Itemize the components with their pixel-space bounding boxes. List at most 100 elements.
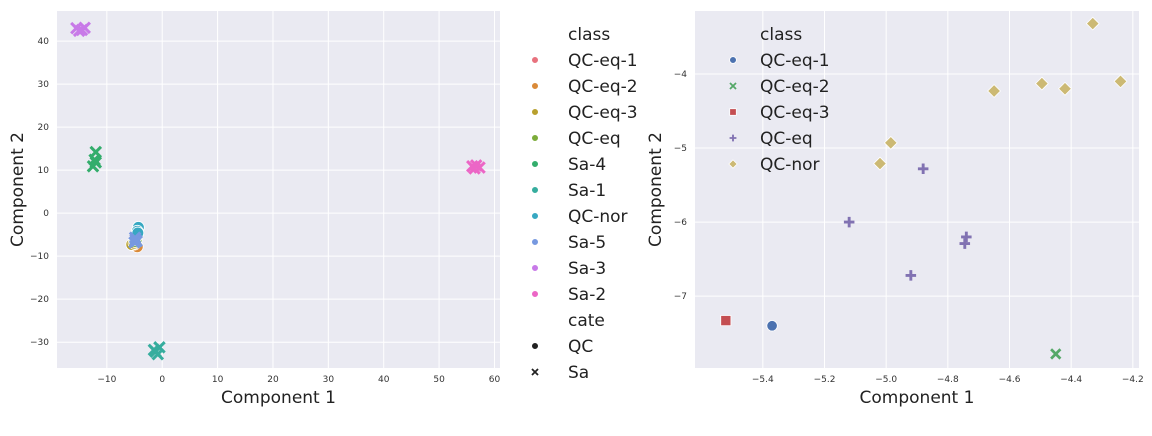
data-point [720,315,732,327]
legend-label: QC-eq-2 [760,77,830,97]
plot-area [695,11,1139,368]
data-point [1085,16,1100,31]
data-point [1050,348,1062,360]
legend-label: Sa [568,363,589,383]
legend-title: class [760,25,802,45]
y-tick-label: −7 [674,292,687,302]
y-tick-label: −10 [30,252,49,262]
data-point [1034,76,1049,91]
y-tick-label: 0 [43,209,49,219]
series-Sa-1 [147,341,166,361]
y-tick-label: −5 [674,144,687,154]
legend-label: QC-eq-3 [760,103,830,123]
data-point [961,231,972,243]
data-point [843,216,855,228]
x-tick-label: −5.4 [752,375,774,385]
y-tick-label: 30 [38,80,50,90]
legend-label: QC-eq [760,129,813,149]
legend-marker [531,134,539,142]
plot-area [57,11,500,368]
legend-label: Sa-5 [568,233,606,253]
legend-marker [728,159,738,169]
y-axis-label: Component 2 [646,132,666,247]
x-tick-label: 0 [159,375,165,385]
data-point [130,234,144,248]
data-point [1113,74,1128,89]
data-point [917,163,929,175]
x-tick-label: 40 [378,375,390,385]
legend-label: Sa-2 [568,285,606,305]
data-point [959,238,971,249]
legend-marker [729,108,737,116]
y-tick-label: −6 [674,218,688,228]
data-point [147,343,161,357]
legend: class QC-eq-1 QC-eq-2 QC-eq-3 QC-eq Sa-4 Sa-1 Q… [531,25,638,383]
data-point [89,156,103,169]
x-tick-label: 10 [212,375,224,385]
legend: class QC-eq-1 QC-eq-2 QC-eq-3 QC-eq QC-nor [728,25,830,175]
y-tick-label: −30 [30,338,49,348]
legend-marker [531,368,539,376]
legend-marker [531,82,539,90]
legend-marker [729,82,737,90]
x-tick-label: −4.4 [1060,375,1082,385]
legend-label: Sa-4 [568,155,606,175]
series-Sa-5 [128,231,144,249]
series-Sa-3 [70,21,91,38]
data-point [987,84,1002,98]
legend-marker [531,212,539,220]
legend-marker [531,108,539,116]
legend-marker [531,342,539,350]
x-tick-label: 20 [267,375,279,385]
data-point [1058,81,1072,96]
x-tick-label: 60 [489,375,501,385]
x-tick-label: 50 [433,375,445,385]
y-tick-label: 20 [38,123,50,133]
legend-marker [729,56,737,64]
legend-title: cate [568,311,605,331]
y-tick-label: −20 [30,295,49,305]
chart-1: −10 0 10 20 30 40 50 60 −30 −20 −10 0 10 20 30 40 Compon… [8,11,638,408]
data-point [766,320,778,332]
x-axis-label: Component 1 [221,388,336,408]
legend-marker [531,160,539,168]
legend-label: QC [568,337,593,357]
data-point [72,24,86,38]
legend-marker [531,238,539,246]
legend-label: QC-eq [568,129,621,149]
legend-marker [531,290,539,298]
x-tick-label: −5.2 [814,375,836,385]
legend-label: Sa-1 [568,181,606,201]
legend-marker [729,134,737,142]
y-axis-label: Component 2 [8,132,28,247]
series-Sa-2 [466,159,486,175]
data-point [873,156,887,171]
series-QC-eq-2 [1050,348,1062,360]
data-point [905,270,917,281]
x-axis-label: Component 1 [860,388,975,408]
x-tick-label: −4.8 [937,375,959,385]
y-tick-label: −4 [674,70,688,80]
x-tick-label: −4.6 [999,375,1021,385]
legend-label: Sa-3 [568,259,606,279]
data-point [883,135,898,150]
x-tick-label: −4.2 [1122,375,1144,385]
series-QC-eq [843,163,972,281]
legend-label: QC-nor [760,155,820,175]
legend-title: class [568,25,610,45]
y-tick-label: 40 [38,37,50,47]
series-QC-nor [873,16,1128,171]
legend-label: QC-eq-2 [568,77,638,97]
y-tick-label: 10 [38,166,50,176]
legend-label: QC-nor [568,207,628,227]
series-QC-eq-1 [766,320,778,332]
legend-marker [531,264,539,272]
legend-label: QC-eq-3 [568,103,638,123]
legend-marker [531,56,539,64]
x-tick-label: −5.0 [875,375,897,385]
data-point [468,162,481,175]
series-Sa-4 [86,145,103,173]
x-tick-label: 30 [323,375,335,385]
